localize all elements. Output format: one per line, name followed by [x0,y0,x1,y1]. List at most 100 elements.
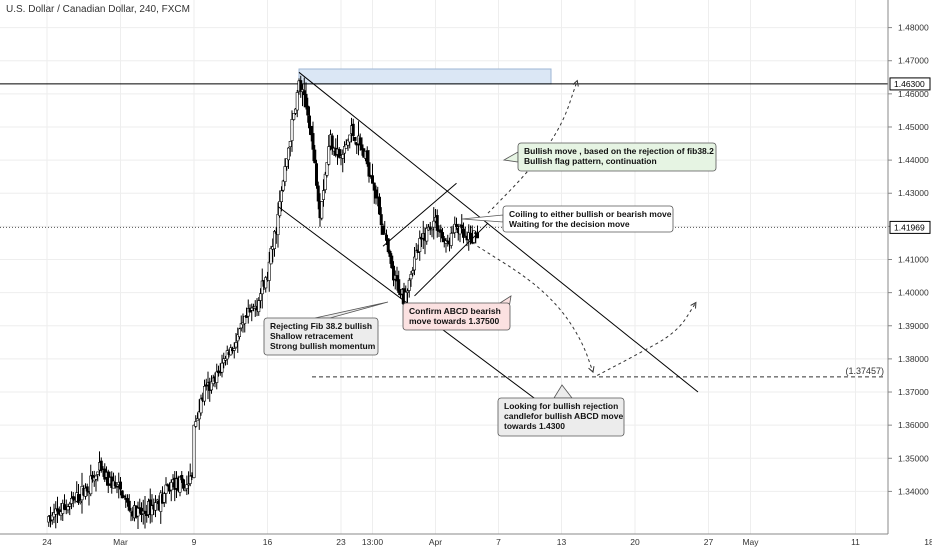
time-tick-label: 16 [263,537,273,547]
candle-body [374,189,378,199]
candle-body [428,226,432,230]
note-bullish-move-text: Bullish move , based on the rejection of… [524,146,714,156]
candles [47,75,479,529]
candle-body [370,175,374,184]
flag-lower-line[interactable] [414,222,489,297]
note-confirm-abcd-box [402,302,511,331]
flag-upper-line[interactable] [382,182,457,247]
candle-body [127,500,131,511]
candle-body [377,196,381,215]
price-tick-label: 1.34000 [898,486,929,496]
candle-body [386,238,390,253]
candle-body [192,424,196,478]
candle-body [260,280,264,295]
candle-body [341,154,345,159]
candle-body [54,508,58,515]
candle-body [122,495,126,498]
candle-body [119,481,123,490]
candle-body [238,328,242,337]
trendlines[interactable] [277,71,699,419]
candle-body [307,115,311,129]
candle-body [395,275,399,282]
price-tick-label: 1.40000 [898,288,929,298]
candle-body [154,502,158,511]
candle-body [62,504,66,510]
candle-body [229,347,233,356]
price-level-tag [889,77,931,91]
candle-body [71,496,75,500]
candle-body [243,315,247,324]
note-coiling-box [502,205,674,233]
candle-body [143,510,147,514]
candle-body [236,334,240,342]
price-tick-label: 1.35000 [898,453,929,463]
candle-body [68,503,72,507]
annotations[interactable]: Bullish move , based on the rejection of… [263,142,717,437]
candle-body [383,233,387,235]
candle-body [367,162,371,177]
candle-body [155,499,159,502]
candle-body [344,144,348,149]
price-tick-label: 1.46000 [898,89,929,99]
candle-body [325,162,329,176]
symbol-title: U.S. Dollar / Canadian Dollar, 240, FXCM [6,4,190,15]
candle-body [126,498,130,503]
candle-body [360,144,364,151]
candle-body [272,231,276,249]
candle-body [89,475,93,495]
candle-body [169,481,173,491]
candle-body [269,248,273,265]
candle-body [320,201,324,219]
time-axis[interactable]: 24 Mar 9 16 23 13:00 Apr 7 13 20 27 May 11 18 [0,533,932,550]
candle-body [245,315,249,318]
candle-body [440,232,444,239]
candle-body [405,290,409,293]
candle-body [70,497,74,504]
grid [0,0,930,534]
candle-body [279,190,283,203]
falling-channel-upper-line[interactable] [298,71,699,393]
candle-body [432,220,436,228]
note-coiling[interactable]: Coiling to either bullish or bearish mov… [461,205,674,233]
note-bullish-move[interactable]: Bullish move , based on the rejection of… [502,142,717,172]
note-rejecting-fib-text: Rejecting Fib 38.2 bullish [270,321,372,331]
time-axis-bg [0,534,888,550]
candle-body [183,489,187,492]
candle-body [435,215,439,231]
price-tick-label: 1.43000 [898,188,929,198]
note-coiling-text: Waiting for the decision move [509,219,630,229]
note-coiling-text: Coiling to either bullish or bearish mov… [509,209,672,219]
candle-body [299,80,303,92]
price-tick-label: 1.38000 [898,354,929,364]
candle-body [311,133,315,150]
candle-body [276,214,280,236]
time-tick-label: May [742,537,759,547]
price-axis-bg [888,0,932,550]
candle-body [50,514,54,521]
candle-body [194,421,198,427]
candle-body [129,510,133,513]
price-axis[interactable]: 1.34000 1.35000 1.36000 1.37000 1.38000 1.390… [887,0,932,550]
candle-body [199,398,203,414]
resistance-zone-rect[interactable] [298,68,552,85]
note-rejecting-fib-pointer [314,301,389,319]
price-tick-label: 1.41000 [898,255,929,265]
candle-body [257,300,261,313]
candle-body [234,342,238,348]
candle-body [304,93,308,108]
note-bullish-move-pointer [502,151,519,163]
candle-body [430,228,434,231]
candle-body [439,229,443,233]
candle-body [292,113,296,120]
candle-body [96,471,100,475]
price-levels: (1.37457) [0,83,888,378]
note-looking-for-bullish-text: towards 1.4300 [504,421,565,431]
candle-body [196,418,200,421]
candle-body [411,270,415,274]
candle-body [446,240,450,243]
